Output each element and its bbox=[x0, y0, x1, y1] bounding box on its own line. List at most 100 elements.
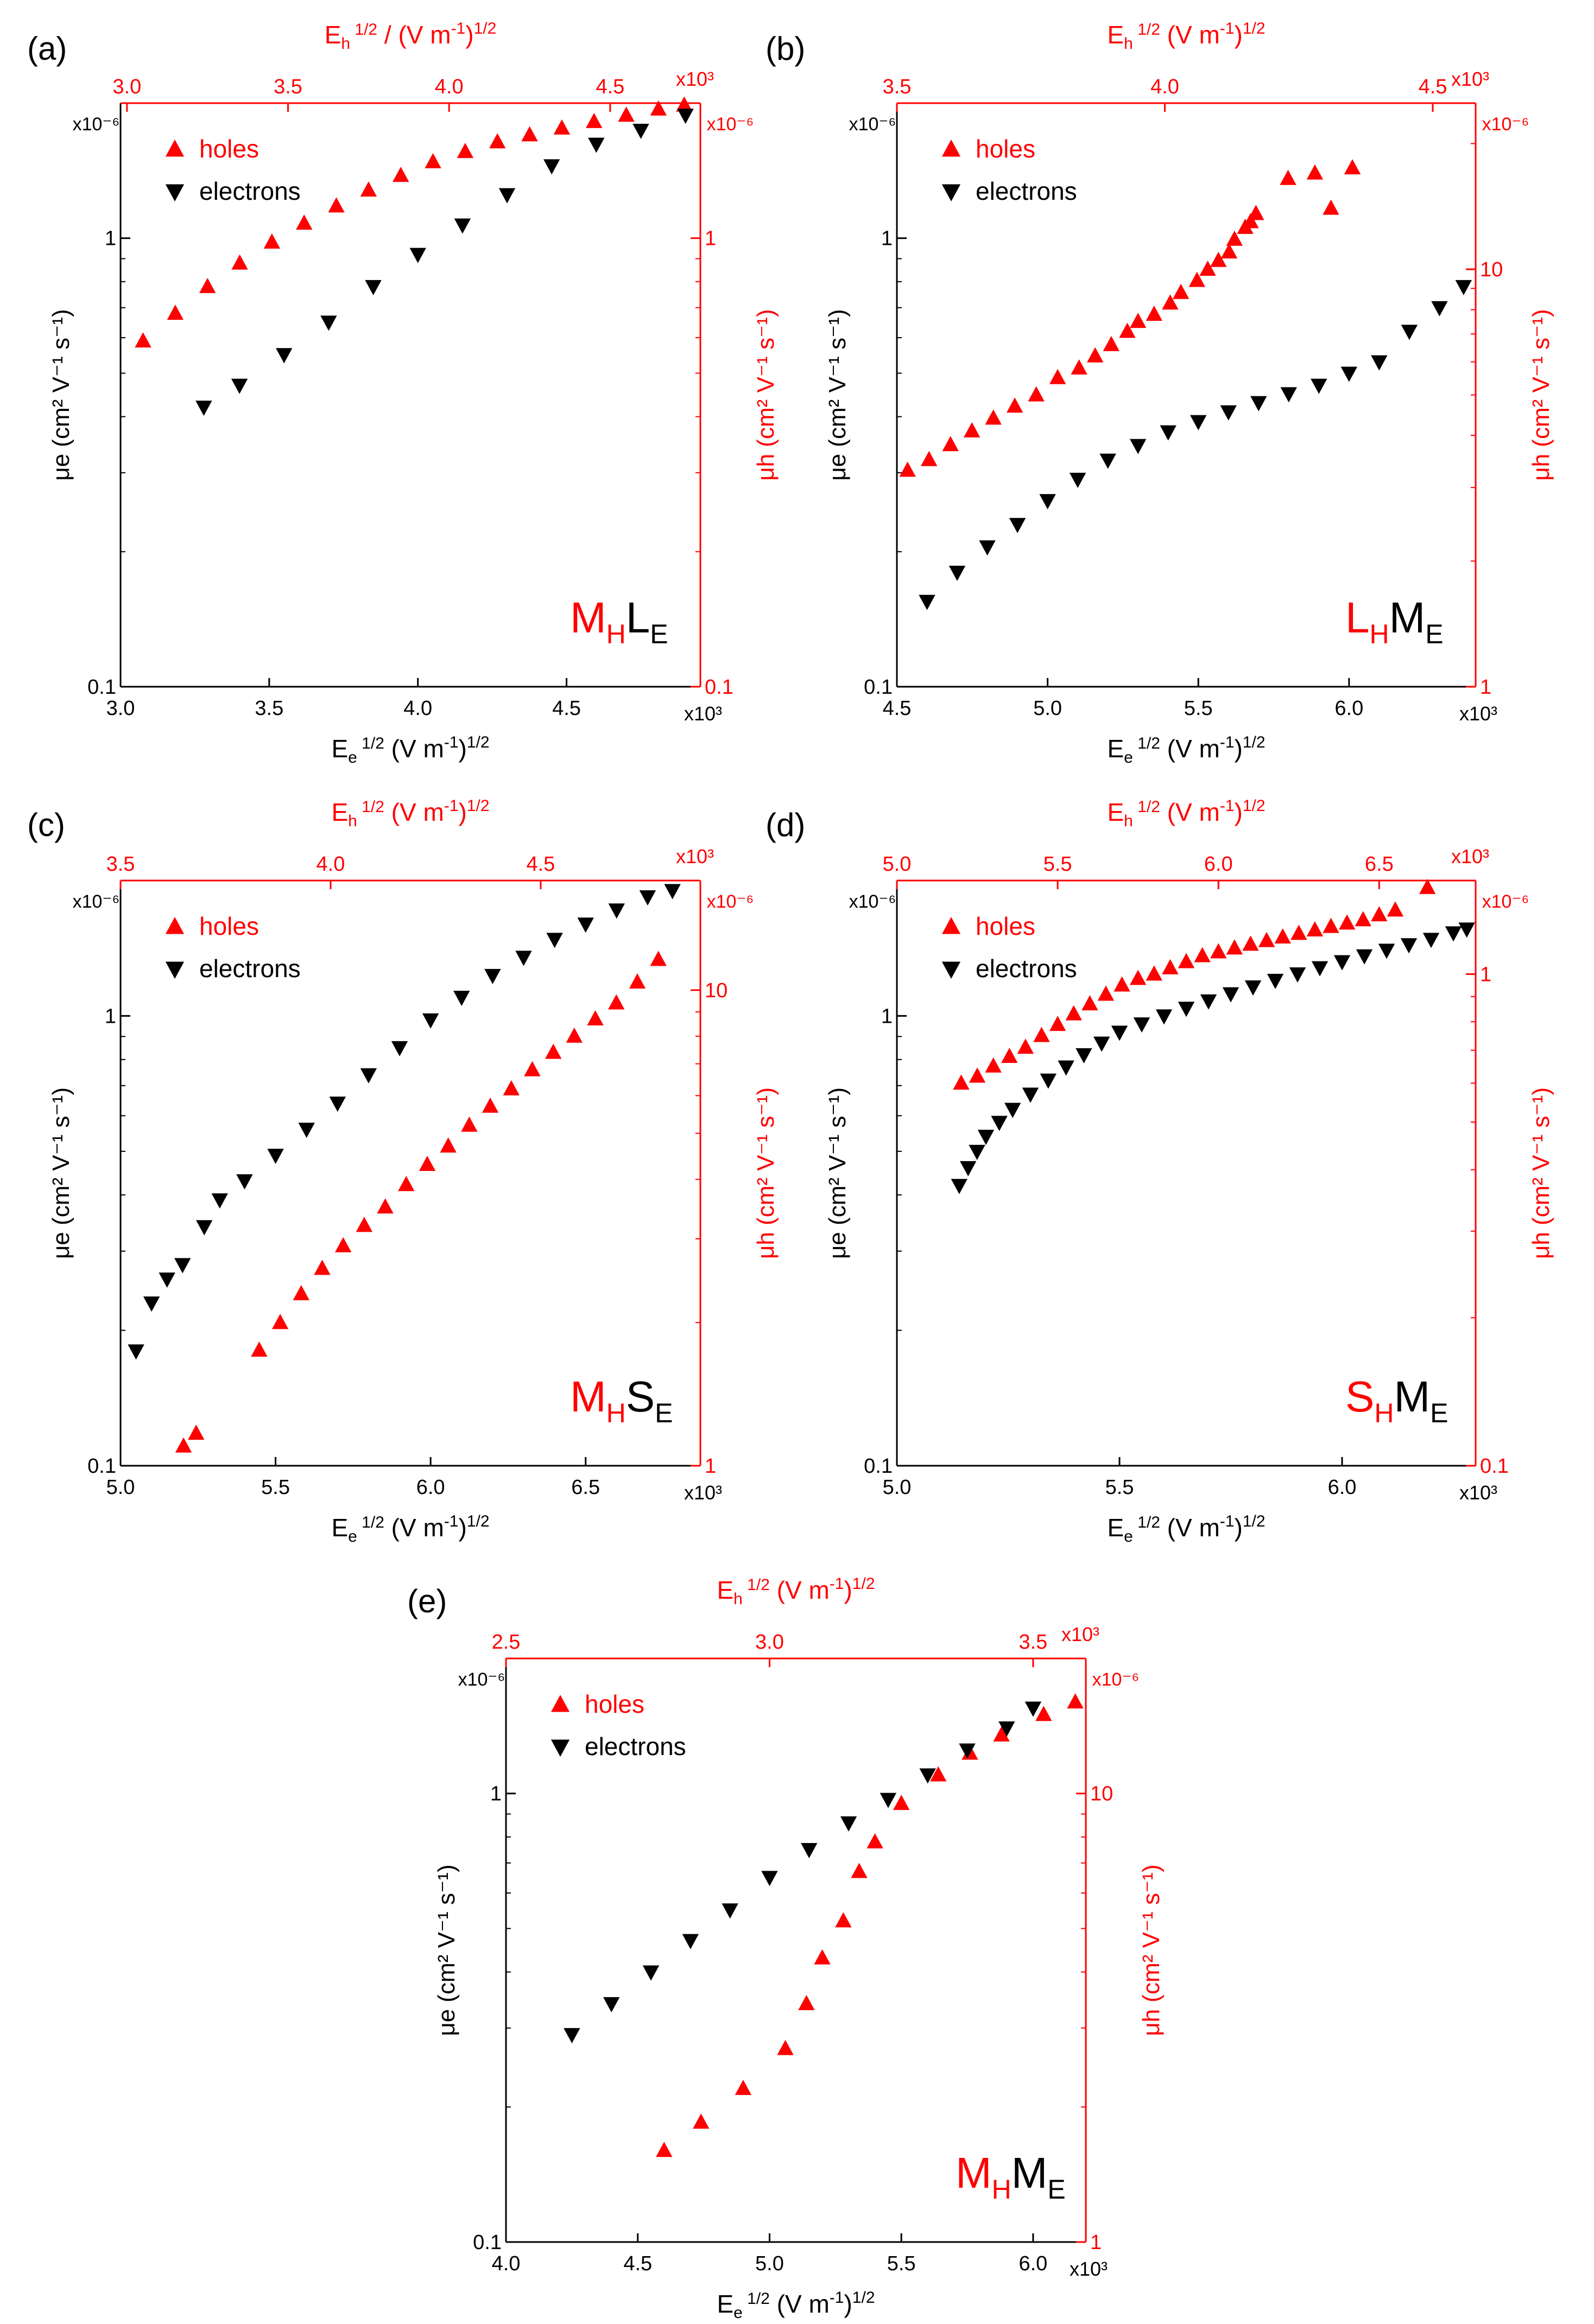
legend-electrons-marker bbox=[941, 184, 961, 201]
x-bottom-tick-label: 4.5 bbox=[883, 697, 912, 720]
holes-point bbox=[1049, 1016, 1066, 1031]
holes-point bbox=[293, 1285, 309, 1301]
holes-point bbox=[1226, 939, 1243, 955]
electrons-point bbox=[1024, 1701, 1042, 1717]
x-bottom-multiplier: x10³ bbox=[1070, 2258, 1108, 2280]
electrons-point bbox=[1422, 933, 1440, 948]
y-left-tick-label: 1 bbox=[105, 1005, 116, 1028]
holes-point bbox=[1114, 976, 1130, 992]
x-bottom-tick-label: 5.5 bbox=[261, 1476, 290, 1499]
y-left-tick-label: 0.1 bbox=[87, 676, 116, 699]
electrons-point bbox=[276, 348, 293, 364]
holes-point bbox=[314, 1259, 331, 1275]
x-top-tick-label: 4.0 bbox=[1150, 75, 1179, 98]
electrons-point bbox=[320, 315, 337, 331]
holes-point bbox=[1226, 230, 1243, 246]
y-right-multiplier: x10⁻⁶ bbox=[707, 114, 754, 135]
holes-point bbox=[656, 2142, 673, 2157]
electrons-point bbox=[1133, 1017, 1150, 1033]
x-top-label: Eh 1/2 (V m-1)1/2 bbox=[1107, 797, 1265, 830]
electrons-point bbox=[1311, 378, 1327, 394]
x-bottom-tick-label: 4.0 bbox=[492, 2252, 521, 2275]
holes-point bbox=[1129, 313, 1147, 328]
electrons-point bbox=[840, 1816, 857, 1832]
legend-electrons-marker bbox=[551, 1739, 570, 1757]
x-bottom-label: Ee 1/2 (V m-1)1/2 bbox=[331, 1512, 489, 1546]
electrons-point bbox=[329, 1097, 346, 1112]
x-bottom-tick-label: 5.0 bbox=[883, 1476, 912, 1499]
holes-point bbox=[942, 436, 959, 452]
electrons-point bbox=[639, 890, 656, 906]
x-bottom-label: Ee 1/2 (V m-1)1/2 bbox=[1107, 733, 1265, 767]
material-label: MHME bbox=[956, 2149, 1066, 2205]
electrons-point bbox=[1431, 301, 1448, 316]
electrons-point bbox=[196, 1220, 213, 1236]
electrons-point bbox=[1155, 1009, 1173, 1025]
legend-holes-marker bbox=[941, 917, 961, 934]
x-top-tick-label: 4.5 bbox=[596, 75, 624, 98]
holes-point bbox=[1344, 159, 1361, 175]
holes-point bbox=[521, 126, 538, 142]
electrons-point bbox=[515, 951, 532, 966]
y-left-multiplier: x10⁻⁶ bbox=[73, 114, 120, 135]
holes-point bbox=[921, 451, 938, 466]
holes-point bbox=[1242, 213, 1259, 229]
holes-point bbox=[1188, 271, 1205, 287]
holes-point bbox=[1419, 878, 1436, 894]
electrons-point bbox=[948, 566, 966, 581]
electrons-point bbox=[1311, 961, 1329, 977]
holes-point bbox=[263, 233, 281, 249]
x-bottom-tick-label: 4.0 bbox=[403, 697, 432, 720]
holes-point bbox=[1001, 1048, 1018, 1063]
legend-holes-label: holes bbox=[976, 135, 1035, 163]
holes-point bbox=[1280, 169, 1296, 185]
x-bottom-tick-label: 4.5 bbox=[552, 697, 581, 720]
electrons-point bbox=[128, 1344, 144, 1360]
y-left-label: μe (cm² V⁻¹ s⁻¹) bbox=[824, 1087, 851, 1259]
holes-point bbox=[893, 1795, 910, 1810]
electrons-point bbox=[143, 1296, 160, 1312]
holes-point bbox=[231, 254, 248, 270]
electrons-point bbox=[919, 1768, 936, 1784]
holes-point bbox=[1338, 914, 1356, 930]
electrons-point bbox=[1076, 1048, 1092, 1063]
y-left-tick-label: 0.1 bbox=[473, 2231, 502, 2254]
holes-point bbox=[629, 973, 646, 989]
x-top-tick-label: 3.5 bbox=[1019, 1631, 1047, 1654]
holes-point bbox=[1199, 261, 1216, 276]
y-left-label: μe (cm² V⁻¹ s⁻¹) bbox=[824, 309, 851, 480]
panel-label: (d) bbox=[766, 807, 805, 843]
legend-electrons-marker bbox=[165, 961, 185, 979]
electrons-point bbox=[211, 1193, 228, 1209]
electrons-point bbox=[453, 991, 470, 1006]
x-bottom-tick-label: 6.0 bbox=[1328, 1476, 1357, 1499]
electrons-point bbox=[1371, 355, 1388, 371]
x-bottom-tick-label: 5.0 bbox=[755, 2252, 784, 2275]
holes-point bbox=[1028, 386, 1045, 402]
holes-point bbox=[199, 277, 216, 293]
holes-point bbox=[929, 1766, 947, 1782]
y-right-tick-label: 10 bbox=[705, 979, 728, 1002]
x-top-multiplier: x10³ bbox=[1061, 1623, 1099, 1645]
holes-point bbox=[676, 96, 693, 112]
electrons-point bbox=[761, 1871, 778, 1886]
electrons-point bbox=[391, 1041, 408, 1056]
x-bottom-tick-label: 6.0 bbox=[1019, 2252, 1047, 2275]
x-top-tick-label: 5.0 bbox=[883, 853, 912, 876]
holes-point bbox=[425, 153, 441, 169]
x-top-label: Eh 1/2 (V m-1)1/2 bbox=[1107, 20, 1265, 53]
electrons-point bbox=[951, 1179, 967, 1194]
material-label: LHME bbox=[1345, 593, 1444, 649]
electrons-point bbox=[979, 540, 996, 556]
y-right-multiplier: x10⁻⁶ bbox=[1092, 1669, 1140, 1690]
legend-electrons-marker bbox=[165, 184, 185, 201]
y-left-tick-label: 1 bbox=[490, 1783, 502, 1806]
y-right-label: μh (cm² V⁻¹ s⁻¹) bbox=[1138, 1864, 1165, 2036]
electrons-point bbox=[1401, 325, 1418, 340]
x-bottom-tick-label: 5.5 bbox=[1105, 1476, 1134, 1499]
x-bottom-tick-label: 3.0 bbox=[106, 697, 135, 720]
x-top-multiplier: x10³ bbox=[676, 68, 714, 90]
electrons-point bbox=[577, 917, 594, 933]
x-bottom-multiplier: x10³ bbox=[684, 1481, 722, 1504]
